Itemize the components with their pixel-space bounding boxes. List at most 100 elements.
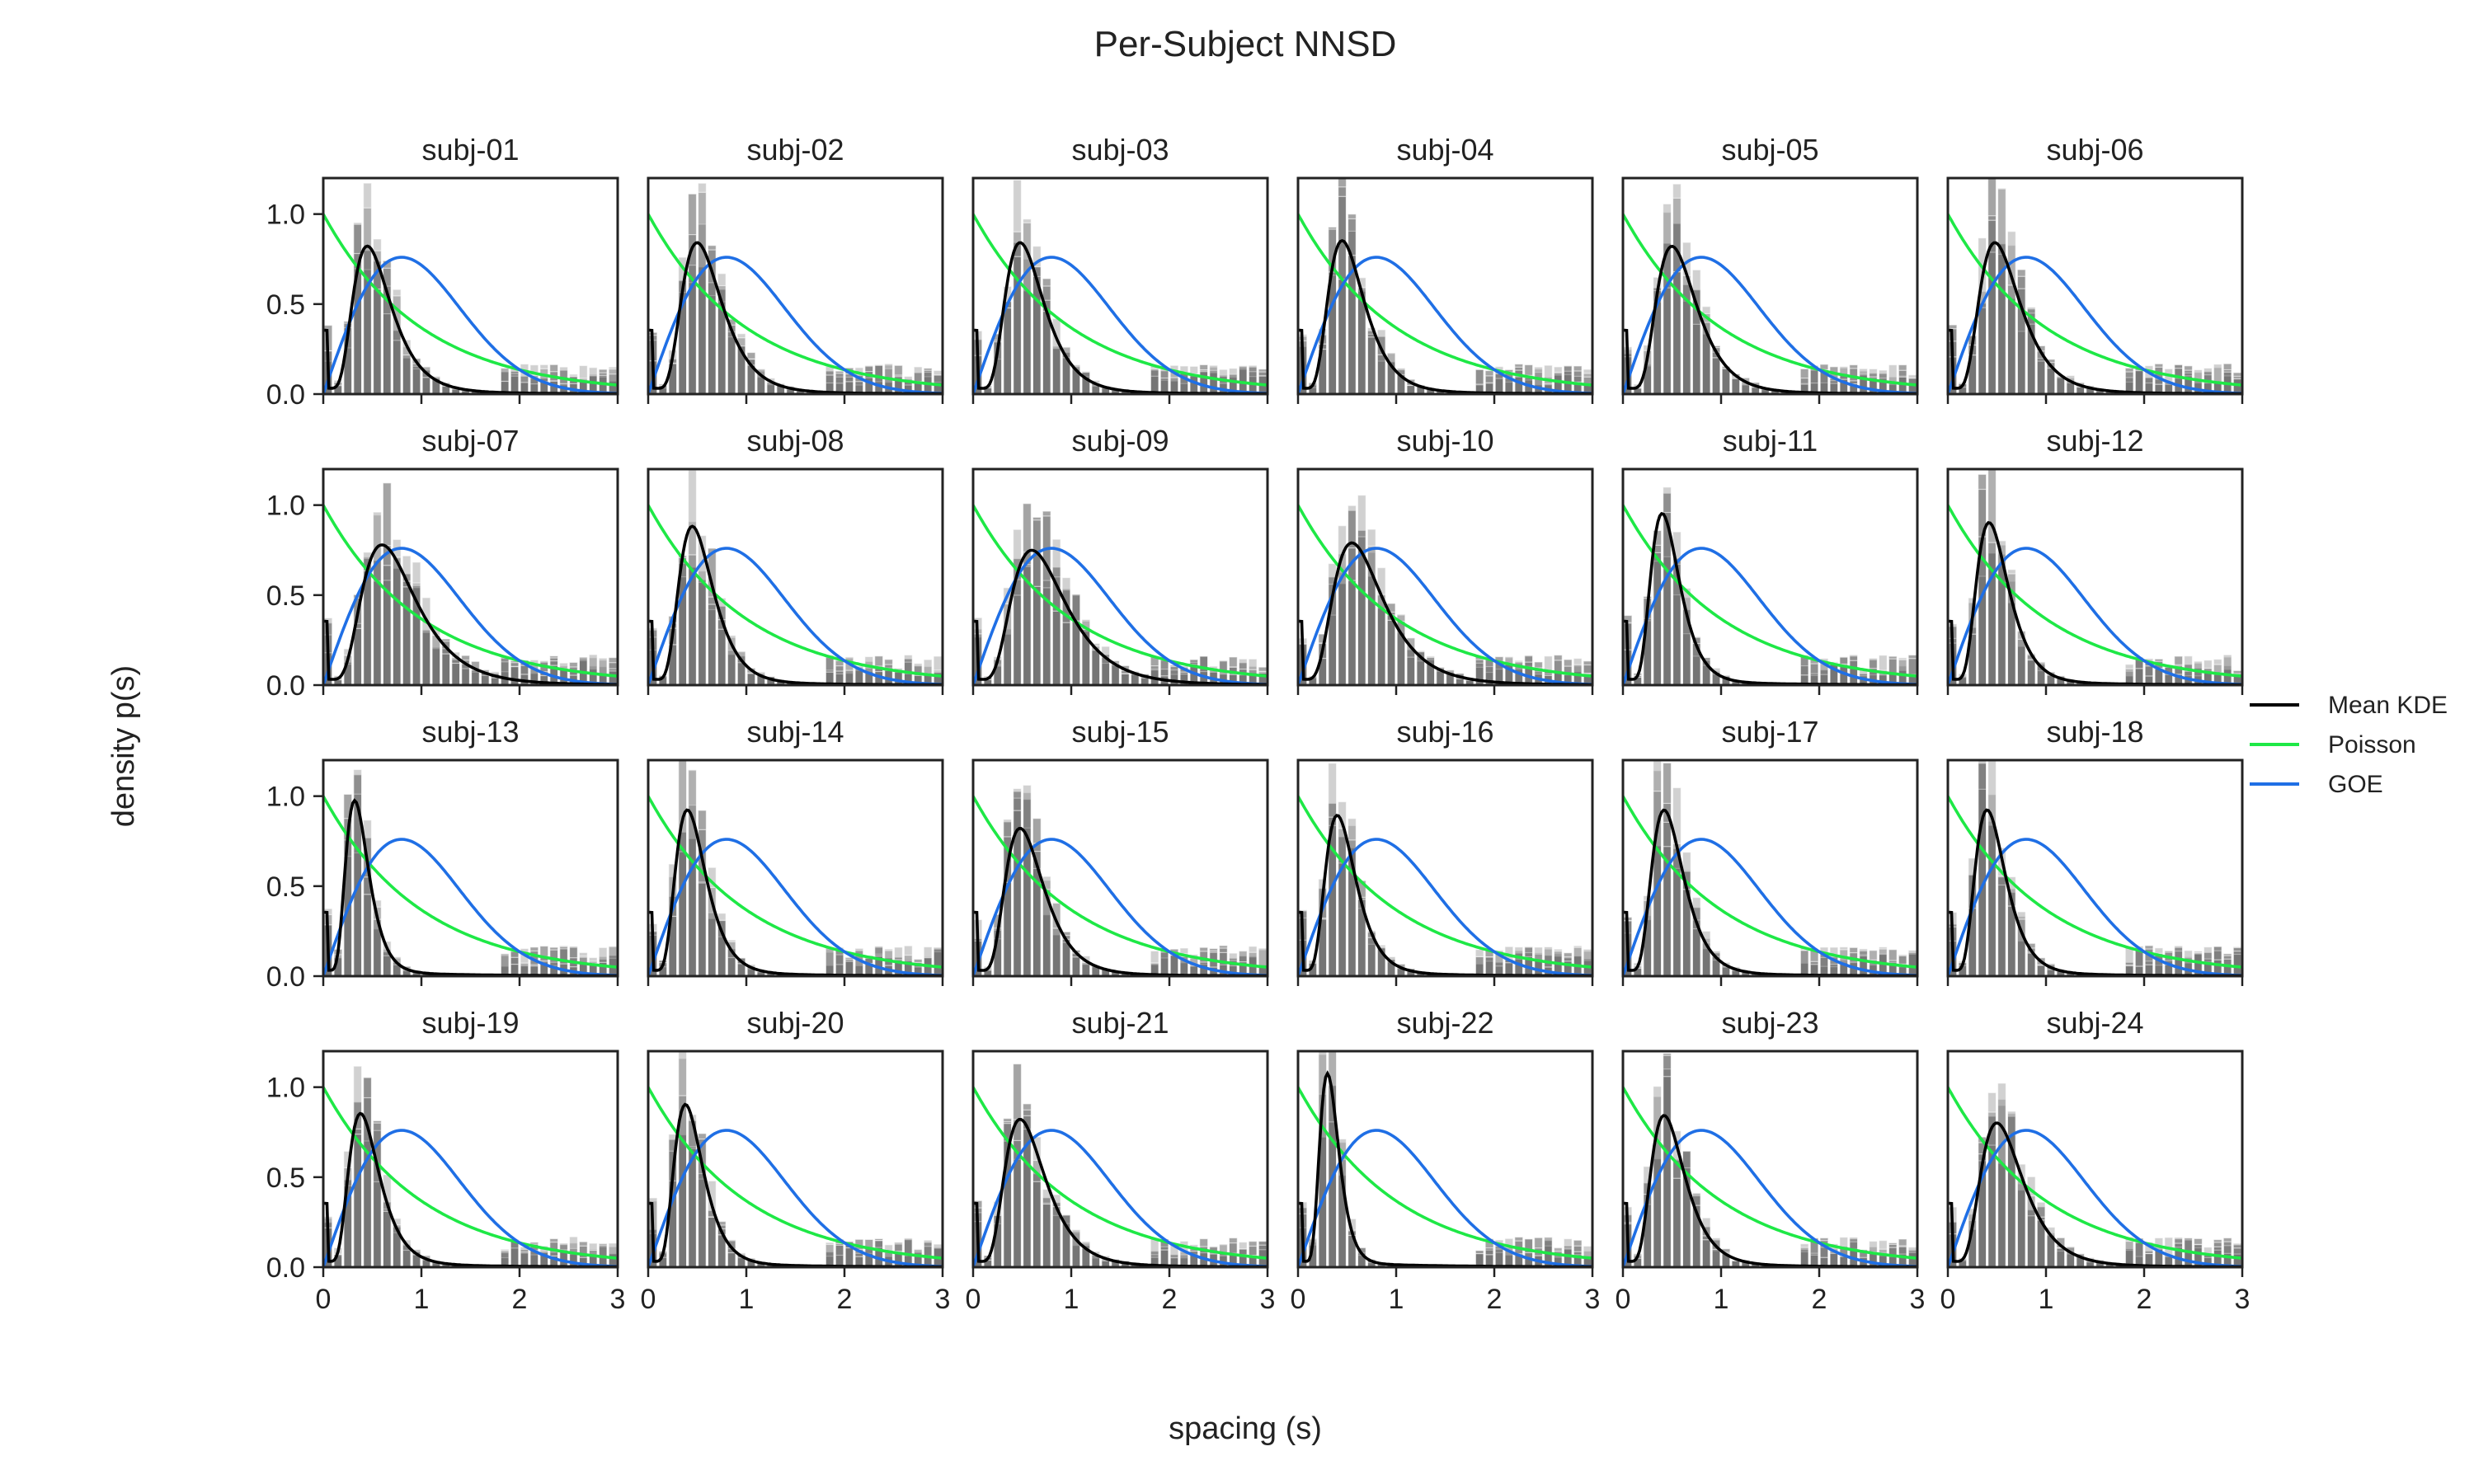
histogram-bar	[1032, 1181, 1042, 1267]
histogram-bar	[549, 1242, 559, 1267]
subplot-frame	[971, 467, 1269, 687]
subplot-title: subj-15	[1071, 715, 1169, 749]
histogram-bar	[1248, 364, 1258, 394]
subplot-title: subj-18	[2046, 715, 2143, 749]
histogram-bar	[1159, 1249, 1169, 1267]
histogram-bar	[864, 1247, 874, 1267]
histogram-bar	[736, 345, 746, 394]
histogram-bar	[727, 941, 736, 976]
y-tick-label: 1.0	[266, 491, 305, 522]
subplot-subj-04: subj-04	[1296, 133, 1594, 404]
subplot-data	[973, 1063, 1268, 1267]
histogram-bar	[558, 662, 569, 685]
legend-label-goe: GOE	[2328, 771, 2383, 798]
histogram-bar	[707, 249, 717, 394]
subplot-data	[973, 503, 1268, 685]
histogram-bar	[2174, 1242, 2184, 1267]
x-tick-label: 1	[1064, 1284, 1079, 1315]
histogram-bar	[1524, 661, 1534, 685]
goe-curve	[323, 256, 618, 394]
histogram-bar	[1366, 937, 1376, 976]
goe-curve	[1623, 838, 1917, 976]
histogram-bar	[480, 669, 490, 685]
histogram-bar	[2184, 950, 2194, 976]
x-tick-label: 2	[1812, 1284, 1827, 1315]
histogram-bar	[2144, 675, 2154, 685]
histogram-bar	[1868, 376, 1878, 394]
histogram-bar	[1799, 950, 1809, 976]
subplot-subj-08: subj-08	[647, 424, 944, 695]
histogram-bar	[678, 760, 688, 976]
subplot-subj-13: subj-13 0.0 0.5 1.0	[266, 715, 619, 993]
goe-curve	[323, 547, 618, 685]
histogram-bar	[520, 363, 529, 394]
histogram-bar	[1091, 646, 1101, 685]
y-tick-label: 1.0	[266, 200, 305, 231]
histogram-bar	[1681, 587, 1691, 685]
histogram-bar	[578, 378, 588, 394]
figure-title: Per-Subject NNSD	[1094, 24, 1397, 64]
histogram-bar	[844, 1247, 854, 1267]
histogram-bar	[1809, 663, 1819, 685]
histogram-bar	[893, 376, 903, 394]
histogram-bar	[1347, 580, 1357, 685]
x-tick-label: 0	[316, 1284, 332, 1315]
histogram-bar	[1849, 952, 1859, 976]
y-axis-label: density p(s)	[106, 665, 141, 827]
histogram-bar	[668, 915, 678, 976]
subplot-subj-17: subj-17	[1621, 715, 1919, 986]
x-tick-label: 0	[1940, 1284, 1956, 1315]
histogram-bar	[1081, 371, 1091, 394]
subplot-subj-02: subj-02	[647, 133, 944, 404]
subplot-data	[323, 768, 618, 976]
histogram-bar	[1898, 659, 1907, 685]
histogram-bar	[510, 1240, 520, 1267]
histogram-bar	[1386, 352, 1396, 394]
poisson-curve	[648, 795, 943, 969]
histogram-bar	[1721, 961, 1731, 976]
histogram-bar	[1672, 1177, 1681, 1267]
histogram-bar	[1849, 1237, 1859, 1267]
histogram-bar	[1032, 851, 1042, 976]
x-tick-label: 3	[935, 1284, 951, 1315]
subplot-title: subj-17	[1721, 715, 1818, 749]
subplot-data	[1298, 178, 1592, 394]
histogram-bar	[2164, 1237, 2174, 1267]
histogram-bar	[2134, 668, 2144, 685]
goe-curve	[1298, 256, 1592, 394]
histogram-bar	[2124, 668, 2134, 685]
x-tick-label: 2	[512, 1284, 528, 1315]
histogram-bar	[2154, 952, 2164, 976]
histogram-bar	[707, 603, 717, 685]
histogram-bar	[372, 511, 382, 685]
histogram-bar	[2076, 1252, 2086, 1267]
x-tick-label: 3	[1260, 1284, 1276, 1315]
histogram-bar	[1681, 275, 1691, 394]
histogram-bar	[1228, 674, 1238, 685]
subplot-subj-03: subj-03	[971, 133, 1269, 404]
x-axis-label: spacing (s)	[1169, 1411, 1322, 1446]
poisson-curve	[1623, 795, 1917, 969]
histogram-bar	[835, 670, 844, 685]
subplot-frame	[322, 758, 619, 978]
histogram-bar	[1997, 876, 2006, 976]
subplot-data	[1948, 760, 2242, 976]
histogram-bar	[608, 946, 618, 976]
poisson-curve	[1948, 213, 2242, 387]
poisson-curve	[323, 795, 618, 969]
histogram-bar	[1150, 1237, 1159, 1267]
subplot-title: subj-06	[2046, 133, 2143, 167]
histogram-bar	[913, 366, 923, 394]
subplot-frame	[1621, 758, 1919, 978]
histogram-bar	[598, 961, 608, 976]
histogram-bar	[1150, 665, 1159, 685]
histogram-bar	[2026, 306, 2036, 394]
histogram-bar	[1978, 760, 1987, 976]
histogram-bar	[2056, 1247, 2066, 1267]
histogram-bar	[470, 669, 480, 685]
subplot-data	[1948, 469, 2242, 685]
histogram-bar	[382, 941, 392, 976]
histogram-bar	[1573, 946, 1583, 976]
histogram-bar	[2016, 638, 2026, 685]
